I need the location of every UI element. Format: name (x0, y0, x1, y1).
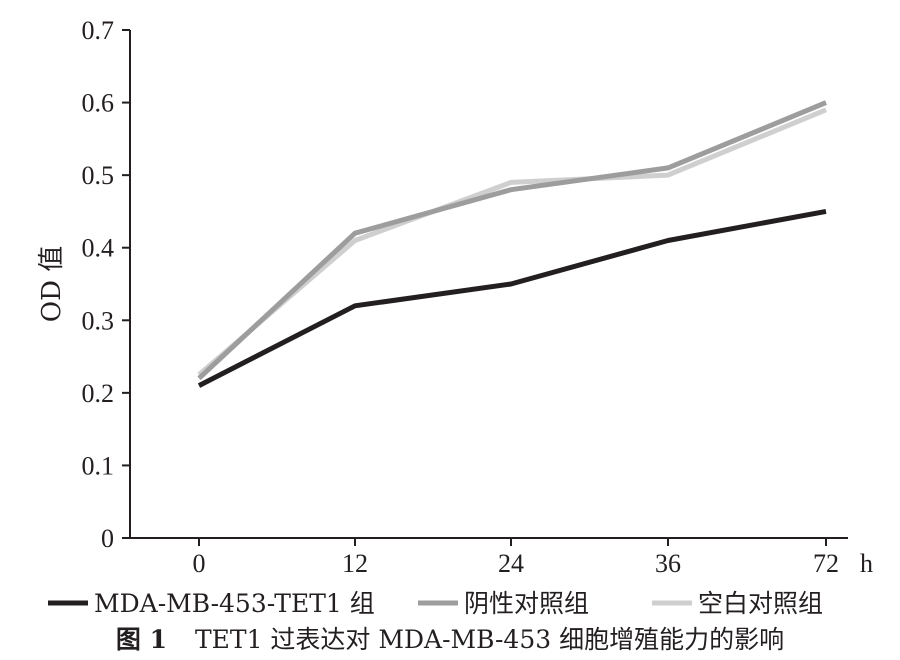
x-tick-label: 0 (193, 549, 206, 578)
series-line-0 (197, 208, 827, 388)
figure-caption: 图 1 TET1 过表达对 MDA-MB-453 细胞增殖能力的影响 (116, 625, 784, 654)
caption-label: 图 1 (116, 625, 167, 654)
y-ticks: 0 0.1 0.2 0.3 0.4 0.5 0.6 0.7 (82, 16, 130, 553)
legend-label-1: 阴性对照组 (464, 589, 589, 618)
series-lines (197, 100, 827, 388)
x-ticks: 0 12 24 36 72 (193, 538, 839, 578)
legend: MDA-MB-453-TET1 组 阴性对照组 空白对照组 (48, 589, 823, 618)
y-tick-label: 0.2 (82, 379, 115, 408)
x-tick-label: 72 (813, 549, 839, 578)
y-tick-label: 0.4 (82, 234, 115, 263)
y-tick-label: 0.7 (82, 16, 115, 45)
y-tick-label: 0.6 (82, 89, 115, 118)
legend-label-2: 空白对照组 (698, 589, 823, 618)
svg-text:图 1 TET1 过表达对 MDA-MB-453: 图 1 TET1 过表达对 MDA-MB-453 细胞增殖能力的影响 (116, 625, 784, 654)
caption-text: TET1 过表达对 MDA-MB-453 细胞增殖能力的影响 (195, 625, 784, 654)
y-tick-label: 0.5 (82, 161, 115, 190)
y-tick-label: 0.1 (82, 451, 115, 480)
plot-area: 0 0.1 0.2 0.3 0.4 0.5 0.6 0.7 0 12 24 36 72 h OD 值 (37, 16, 873, 578)
x-tick-label: 12 (342, 549, 368, 578)
x-tick-label: 24 (498, 549, 524, 578)
y-tick-label: 0.3 (82, 306, 115, 335)
y-axis-label: OD 值 (37, 246, 67, 322)
y-tick-label: 0 (101, 524, 114, 553)
x-tick-label: 36 (655, 549, 681, 578)
legend-label-0: MDA-MB-453-TET1 组 (94, 589, 375, 618)
x-unit-label: h (860, 549, 873, 578)
